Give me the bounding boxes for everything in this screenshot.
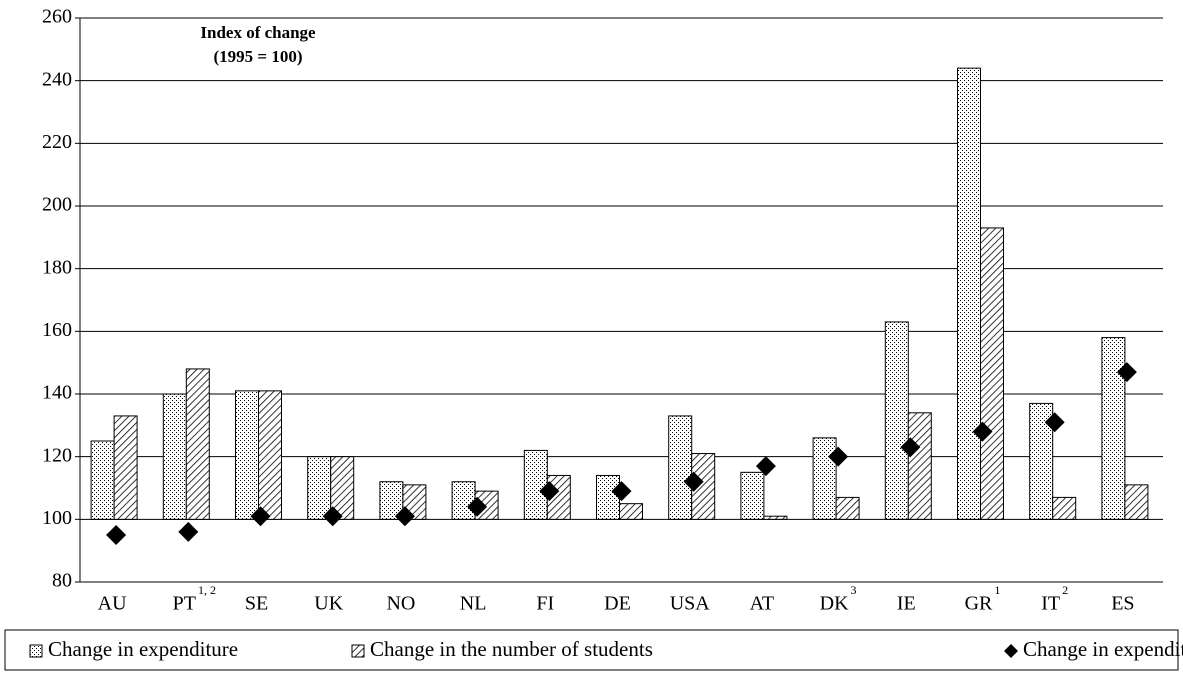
annotation: (1995 = 100) (213, 47, 302, 66)
marker (755, 456, 776, 477)
marker (394, 506, 415, 527)
bar (258, 390, 282, 520)
y-tick-label: 140 (42, 382, 72, 404)
y-tick-label: 260 (42, 6, 72, 28)
marker (611, 481, 632, 502)
bar (1124, 484, 1149, 520)
bar (812, 437, 837, 520)
bar (90, 440, 115, 520)
bar (763, 515, 788, 520)
marker (683, 471, 704, 492)
legend-swatch (351, 644, 365, 658)
bar (884, 321, 909, 520)
bar (1101, 337, 1126, 520)
marker (972, 421, 993, 442)
legend-label: Change in expenditure per student (1023, 637, 1183, 661)
x-tick-label: NO (386, 593, 415, 615)
marker (900, 437, 921, 458)
legend-box (4, 629, 1179, 671)
bar (1052, 496, 1077, 520)
x-tick-label: NL (460, 593, 487, 615)
marker (1116, 362, 1137, 383)
legend-swatch (29, 644, 43, 658)
bar (668, 415, 693, 520)
bar (451, 481, 476, 520)
x-tick-label: GR (965, 593, 993, 615)
x-tick-label: FI (536, 593, 554, 615)
bar (980, 227, 1004, 520)
x-tick-label: UK (314, 593, 343, 615)
y-tick-label: 240 (42, 68, 72, 90)
x-tick-note: 2 (1062, 583, 1068, 597)
y-tick-label: 200 (42, 194, 72, 216)
legend-label: Change in expenditure (48, 637, 238, 661)
marker (178, 521, 199, 542)
x-tick-label: DE (604, 593, 631, 615)
legend-swatch (1004, 644, 1018, 658)
marker (1044, 412, 1065, 433)
x-tick-note: 3 (851, 583, 857, 597)
x-tick-label: ES (1111, 593, 1134, 615)
y-tick-label: 80 (52, 570, 72, 592)
y-tick-label: 120 (42, 444, 72, 466)
y-tick-label: 160 (42, 319, 72, 341)
legend-label: Change in the number of students (370, 637, 653, 661)
annotation: Index of change (200, 23, 316, 42)
bar (113, 415, 138, 520)
bar (307, 456, 332, 520)
y-tick-label: 220 (42, 131, 72, 153)
x-tick-label: IE (897, 593, 916, 615)
bar (330, 456, 355, 520)
x-tick-label: PT (173, 593, 196, 615)
x-tick-note: 1 (994, 583, 1000, 597)
bar (596, 474, 620, 520)
marker (250, 506, 271, 527)
marker (322, 506, 343, 527)
x-tick-label: AT (750, 593, 774, 615)
marker (106, 525, 127, 545)
x-tick-label: DK (820, 593, 849, 615)
bar (907, 412, 932, 520)
bar (235, 390, 259, 520)
marker (467, 496, 488, 517)
x-tick-note: 1, 2 (198, 583, 216, 597)
marker (828, 446, 849, 467)
bar (835, 496, 860, 520)
x-tick-label: AU (98, 593, 127, 615)
bar (1029, 402, 1054, 520)
x-tick-label: IT (1041, 593, 1060, 615)
bar (162, 393, 187, 520)
y-tick-label: 180 (42, 256, 72, 278)
x-tick-label: USA (670, 593, 711, 615)
marker (539, 481, 560, 502)
bar (619, 503, 643, 520)
bar (740, 471, 765, 520)
bar (957, 67, 981, 520)
bar (185, 368, 210, 520)
bar (523, 449, 548, 520)
x-tick-label: SE (245, 593, 268, 615)
y-tick-label: 100 (42, 507, 72, 529)
